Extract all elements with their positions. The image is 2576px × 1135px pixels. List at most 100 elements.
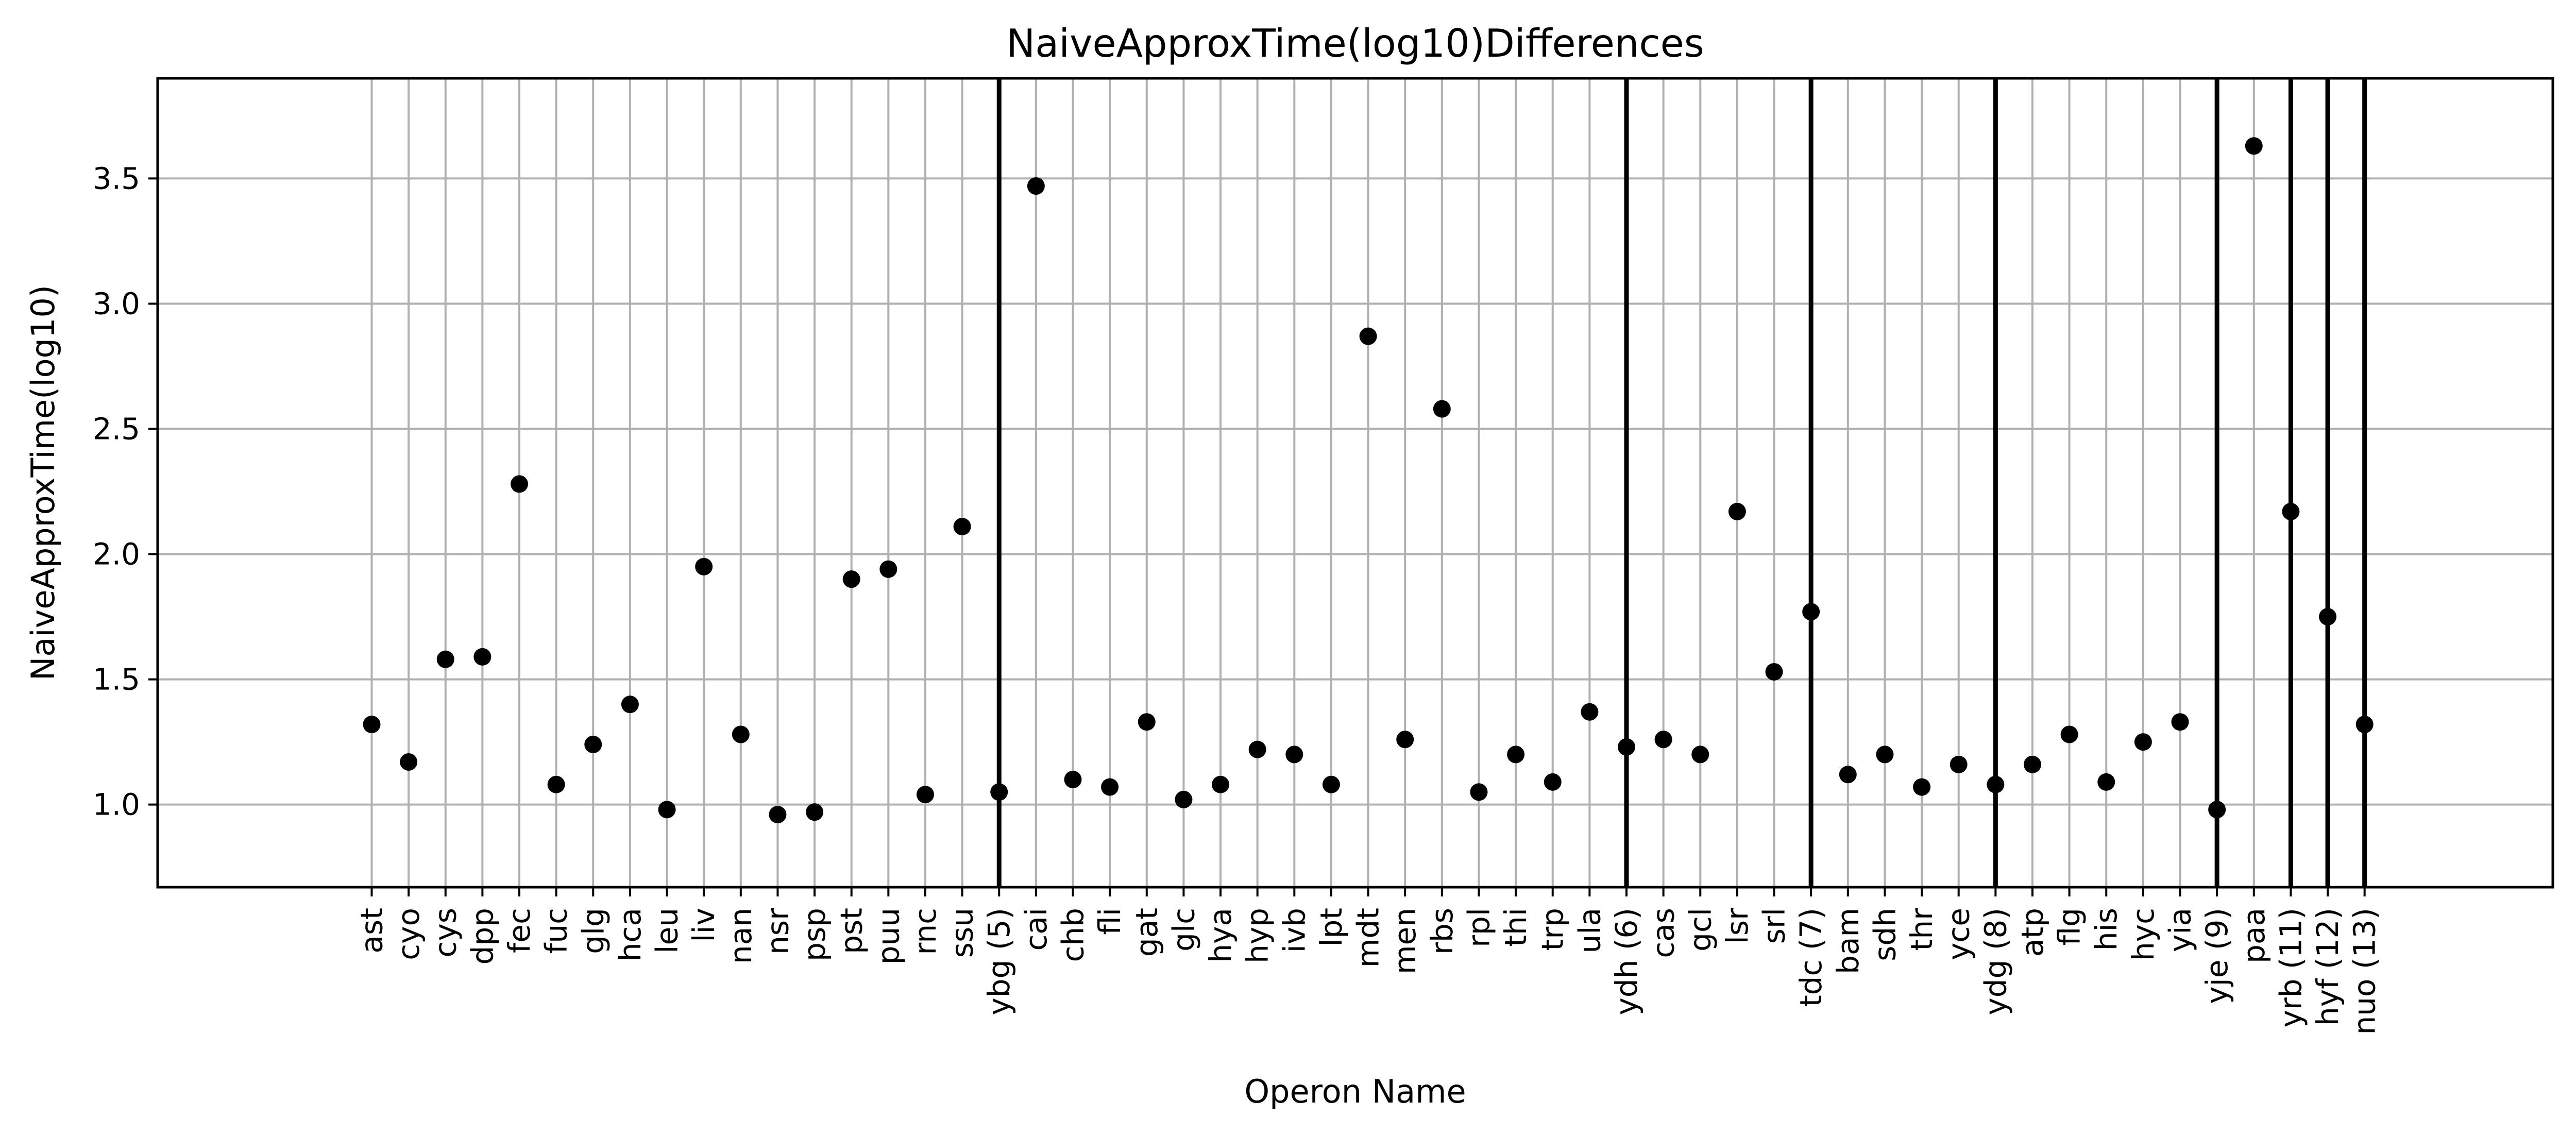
x-tick-label: ast [354, 908, 389, 954]
x-tick-label: cys [428, 908, 463, 957]
data-point [2245, 137, 2263, 155]
x-tick-label: glg [575, 908, 611, 954]
x-tick-label: rpl [1461, 908, 1496, 947]
y-axis: 1.0 1.5 2.0 2.5 3.0 3.5 [93, 161, 158, 822]
y-tick-label: 1.5 [93, 662, 140, 697]
x-tick-label: his [2089, 908, 2124, 951]
x-tick-label: ula [1572, 908, 1607, 953]
data-point [511, 475, 529, 493]
x-tick-label: lpt [1314, 908, 1349, 947]
data-point [1913, 778, 1931, 796]
x-tick-label: psp [797, 908, 832, 961]
x-tick-label: hca [613, 908, 648, 961]
data-point [1396, 731, 1414, 749]
x-tick-label: cai [1019, 908, 1054, 951]
x-tick-label: yje (9) [2199, 908, 2234, 1004]
data-point [1544, 773, 1562, 791]
x-tick-label: yce [1941, 908, 1976, 960]
data-point [1470, 783, 1488, 801]
x-tick-label: bam [1831, 908, 1866, 974]
data-point [2208, 801, 2226, 819]
data-point [1212, 775, 1230, 793]
x-tick-label: ivb [1277, 908, 1312, 953]
data-point [1064, 770, 1082, 788]
data-point [2023, 755, 2041, 773]
x-tick-label: pst [834, 908, 869, 954]
x-tick-label: cyo [391, 908, 426, 960]
x-tick-label: liv [686, 908, 721, 942]
x-tick-label: cas [1646, 908, 1681, 958]
data-point [1765, 663, 1783, 681]
data-point [473, 648, 492, 666]
data-point [1175, 790, 1193, 808]
data-point [1691, 746, 1709, 764]
data-point [1322, 775, 1340, 793]
data-point [842, 570, 860, 588]
data-point [953, 518, 971, 536]
x-tick-label: ydg (8) [1978, 908, 2013, 1015]
data-point [2097, 773, 2115, 791]
data-point [879, 560, 897, 578]
data-point [1654, 731, 1672, 749]
group-boundary-lines [996, 78, 2367, 887]
x-tick-label: srl [1757, 908, 1792, 944]
x-tick-label: ybg (5) [981, 908, 1016, 1015]
x-tick-label: gat [1129, 908, 1164, 957]
x-tick-label: chb [1056, 908, 1091, 962]
data-point [547, 775, 565, 793]
x-tick-label: dpp [465, 908, 500, 964]
data-point [695, 557, 713, 575]
x-tick-label: atp [2015, 908, 2050, 957]
plot-frame [156, 77, 2554, 889]
y-axis-label: NaiveApproxTime(log10) [24, 285, 62, 681]
data-point [1950, 755, 1968, 773]
x-tick-label: leu [650, 908, 685, 954]
data-point [1876, 746, 1894, 764]
data-point [363, 716, 381, 734]
data-point [1581, 703, 1599, 721]
data-point [2060, 725, 2078, 743]
data-point [584, 735, 602, 753]
x-tick-label: ydh (6) [1609, 908, 1644, 1015]
x-axis-label: Operon Name [1244, 1073, 1466, 1110]
data-point [2134, 733, 2152, 751]
data-point [1359, 327, 1377, 345]
y-tick-label: 3.5 [93, 161, 140, 196]
x-tick-label: lsr [1720, 908, 1755, 944]
x-tick-label: rnc [908, 908, 943, 955]
data-point [2355, 716, 2374, 734]
x-tick-label: nsr [760, 908, 795, 955]
x-tick-label: gcl [1683, 908, 1718, 952]
y-tick-label: 1.0 [93, 787, 140, 822]
data-point [769, 806, 787, 824]
data-point [1618, 738, 1636, 756]
chart-title: NaiveApproxTime(log10)Differences [1006, 21, 1704, 66]
x-tick-label: mdt [1351, 908, 1386, 968]
data-point [436, 650, 454, 668]
data-point [1027, 177, 1045, 195]
data-point [806, 803, 824, 821]
data-point [2319, 608, 2337, 626]
x-tick-label: glc [1166, 908, 1201, 952]
x-tick-label: ssu [945, 908, 980, 958]
data-point [916, 786, 934, 804]
x-tick-label: rbs [1425, 908, 1460, 955]
y-tick-label: 2.5 [93, 411, 140, 446]
data-point [1433, 400, 1451, 418]
data-point [990, 783, 1008, 801]
data-point [2171, 713, 2189, 731]
data-point [1507, 746, 1525, 764]
y-tick-label: 2.0 [93, 537, 140, 572]
data-point [1138, 713, 1156, 731]
data-point [1101, 778, 1119, 796]
data-point [1802, 603, 1820, 621]
x-tick-label: tdc (7) [1793, 908, 1828, 1007]
x-tick-label: trp [1535, 908, 1570, 951]
x-tick-label: thi [1498, 908, 1533, 947]
data-point [1839, 766, 1857, 784]
x-tick-label: paa [2236, 908, 2272, 963]
x-tick-label: nuo (13) [2347, 908, 2382, 1035]
x-tick-label: nan [723, 908, 758, 964]
x-tick-label: hyf (12) [2310, 908, 2345, 1026]
